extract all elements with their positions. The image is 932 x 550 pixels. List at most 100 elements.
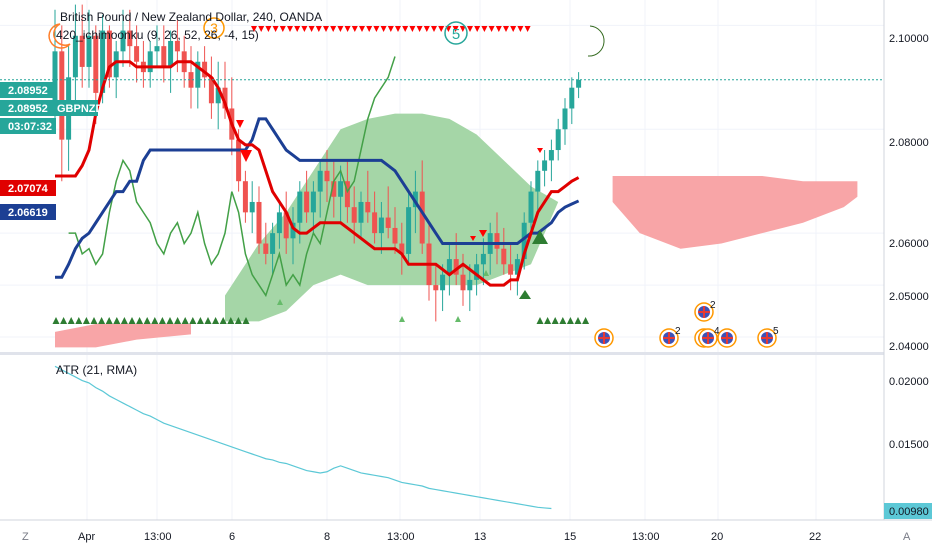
candle[interactable] [270, 222, 276, 275]
candle[interactable] [569, 77, 575, 125]
buy-marker [60, 317, 68, 324]
candle[interactable] [127, 9, 133, 67]
candle[interactable] [310, 181, 316, 234]
candle[interactable] [467, 264, 473, 312]
buy-marker [582, 317, 590, 324]
sell-marker [279, 26, 286, 32]
economic-event-icons[interactable]: 2 2 4 5 [594, 300, 779, 348]
candle[interactable] [358, 191, 364, 239]
atr-pane[interactable] [0, 355, 884, 520]
sell-marker [265, 26, 272, 32]
candle[interactable] [290, 207, 296, 265]
candle[interactable] [202, 46, 208, 88]
candle[interactable] [256, 186, 262, 254]
atr-legend[interactable]: ATR (21, RMA) [56, 363, 137, 377]
candle[interactable] [317, 160, 323, 218]
candle[interactable] [494, 212, 500, 265]
zoom-reset-button[interactable]: Z [0, 524, 50, 546]
candle[interactable] [419, 160, 425, 254]
candle[interactable] [542, 150, 548, 187]
buy-marker [174, 317, 182, 324]
candle[interactable] [79, 4, 85, 88]
candle[interactable] [113, 40, 119, 99]
candle[interactable] [535, 160, 541, 213]
sell-marker-large [240, 150, 252, 162]
indicator-legend[interactable]: 420_ichimoonku (9, 26, 52, 26, -4, 15) [56, 28, 259, 42]
sell-marker [308, 26, 315, 32]
candle[interactable] [521, 212, 527, 270]
candle[interactable] [508, 243, 514, 291]
buy-marker [158, 317, 166, 324]
candle[interactable] [433, 264, 439, 322]
buy-marker [536, 317, 544, 324]
uk-event-icon[interactable]: 2 [659, 326, 681, 348]
uk-event-icon[interactable]: 5 [757, 326, 779, 348]
time-axis-labels: Apr 13:00 6 8 13:00 13 15 13:00 20 22 [78, 531, 821, 543]
buy-marker [212, 317, 220, 324]
candle[interactable] [501, 227, 507, 275]
candle[interactable] [562, 98, 568, 145]
candle[interactable] [134, 25, 140, 83]
candle[interactable] [147, 40, 153, 88]
sell-marker [416, 26, 423, 32]
candle[interactable] [331, 160, 337, 218]
uk-event-icon[interactable]: 2 [694, 300, 716, 322]
buy-marker [143, 317, 151, 324]
sell-marker [474, 26, 481, 32]
candle[interactable] [528, 181, 534, 234]
candle[interactable] [120, 9, 126, 67]
sell-marker [323, 26, 329, 32]
candle[interactable] [168, 30, 174, 93]
sell-marker [330, 26, 337, 32]
uk-event-icon[interactable] [717, 328, 737, 348]
candle[interactable] [188, 46, 194, 109]
symbol-tag-text: GBPNZD [57, 103, 104, 115]
candle[interactable] [215, 61, 221, 130]
uk-event-icon[interactable]: 4 [698, 326, 720, 348]
buy-marker [196, 317, 204, 324]
crescent-moon-icon [48, 23, 71, 49]
candle[interactable] [283, 191, 289, 254]
candle[interactable] [304, 170, 310, 223]
candle[interactable] [324, 150, 330, 202]
candle[interactable] [385, 186, 391, 239]
candle[interactable] [86, 9, 92, 88]
candle[interactable] [338, 165, 344, 223]
candle[interactable] [446, 243, 452, 296]
candle[interactable] [276, 201, 282, 249]
price-axis[interactable] [884, 0, 932, 520]
candle[interactable] [440, 264, 446, 312]
atr-tick: 0.02000 [889, 376, 929, 388]
candle[interactable] [372, 191, 378, 244]
price-tick: 2.06000 [889, 238, 929, 250]
candle[interactable] [242, 170, 248, 223]
candle[interactable] [154, 25, 160, 67]
candle[interactable] [378, 201, 384, 254]
event-count-badge: 2 [710, 300, 716, 311]
candle[interactable] [555, 118, 561, 161]
sell-marker [287, 26, 293, 32]
sell-marker [251, 26, 257, 32]
candle[interactable] [392, 207, 398, 254]
candle[interactable] [453, 233, 459, 286]
candle[interactable] [249, 181, 255, 234]
time-axis[interactable] [0, 520, 932, 550]
candle[interactable] [222, 61, 228, 119]
candle[interactable] [576, 72, 582, 99]
candle[interactable] [263, 222, 269, 265]
candle[interactable] [406, 191, 412, 265]
candle[interactable] [480, 238, 486, 286]
candle[interactable] [548, 139, 554, 182]
candle[interactable] [365, 170, 371, 223]
candle[interactable] [106, 25, 112, 88]
atr-line [54, 365, 552, 510]
sell-marker [294, 26, 301, 32]
candle[interactable] [72, 4, 78, 104]
buy-marker-small [519, 290, 531, 299]
candle[interactable] [399, 222, 405, 275]
auto-scale-button[interactable]: A [903, 531, 911, 543]
candle[interactable] [161, 25, 167, 83]
candle[interactable] [208, 56, 214, 119]
uk-event-icon[interactable] [594, 328, 614, 348]
